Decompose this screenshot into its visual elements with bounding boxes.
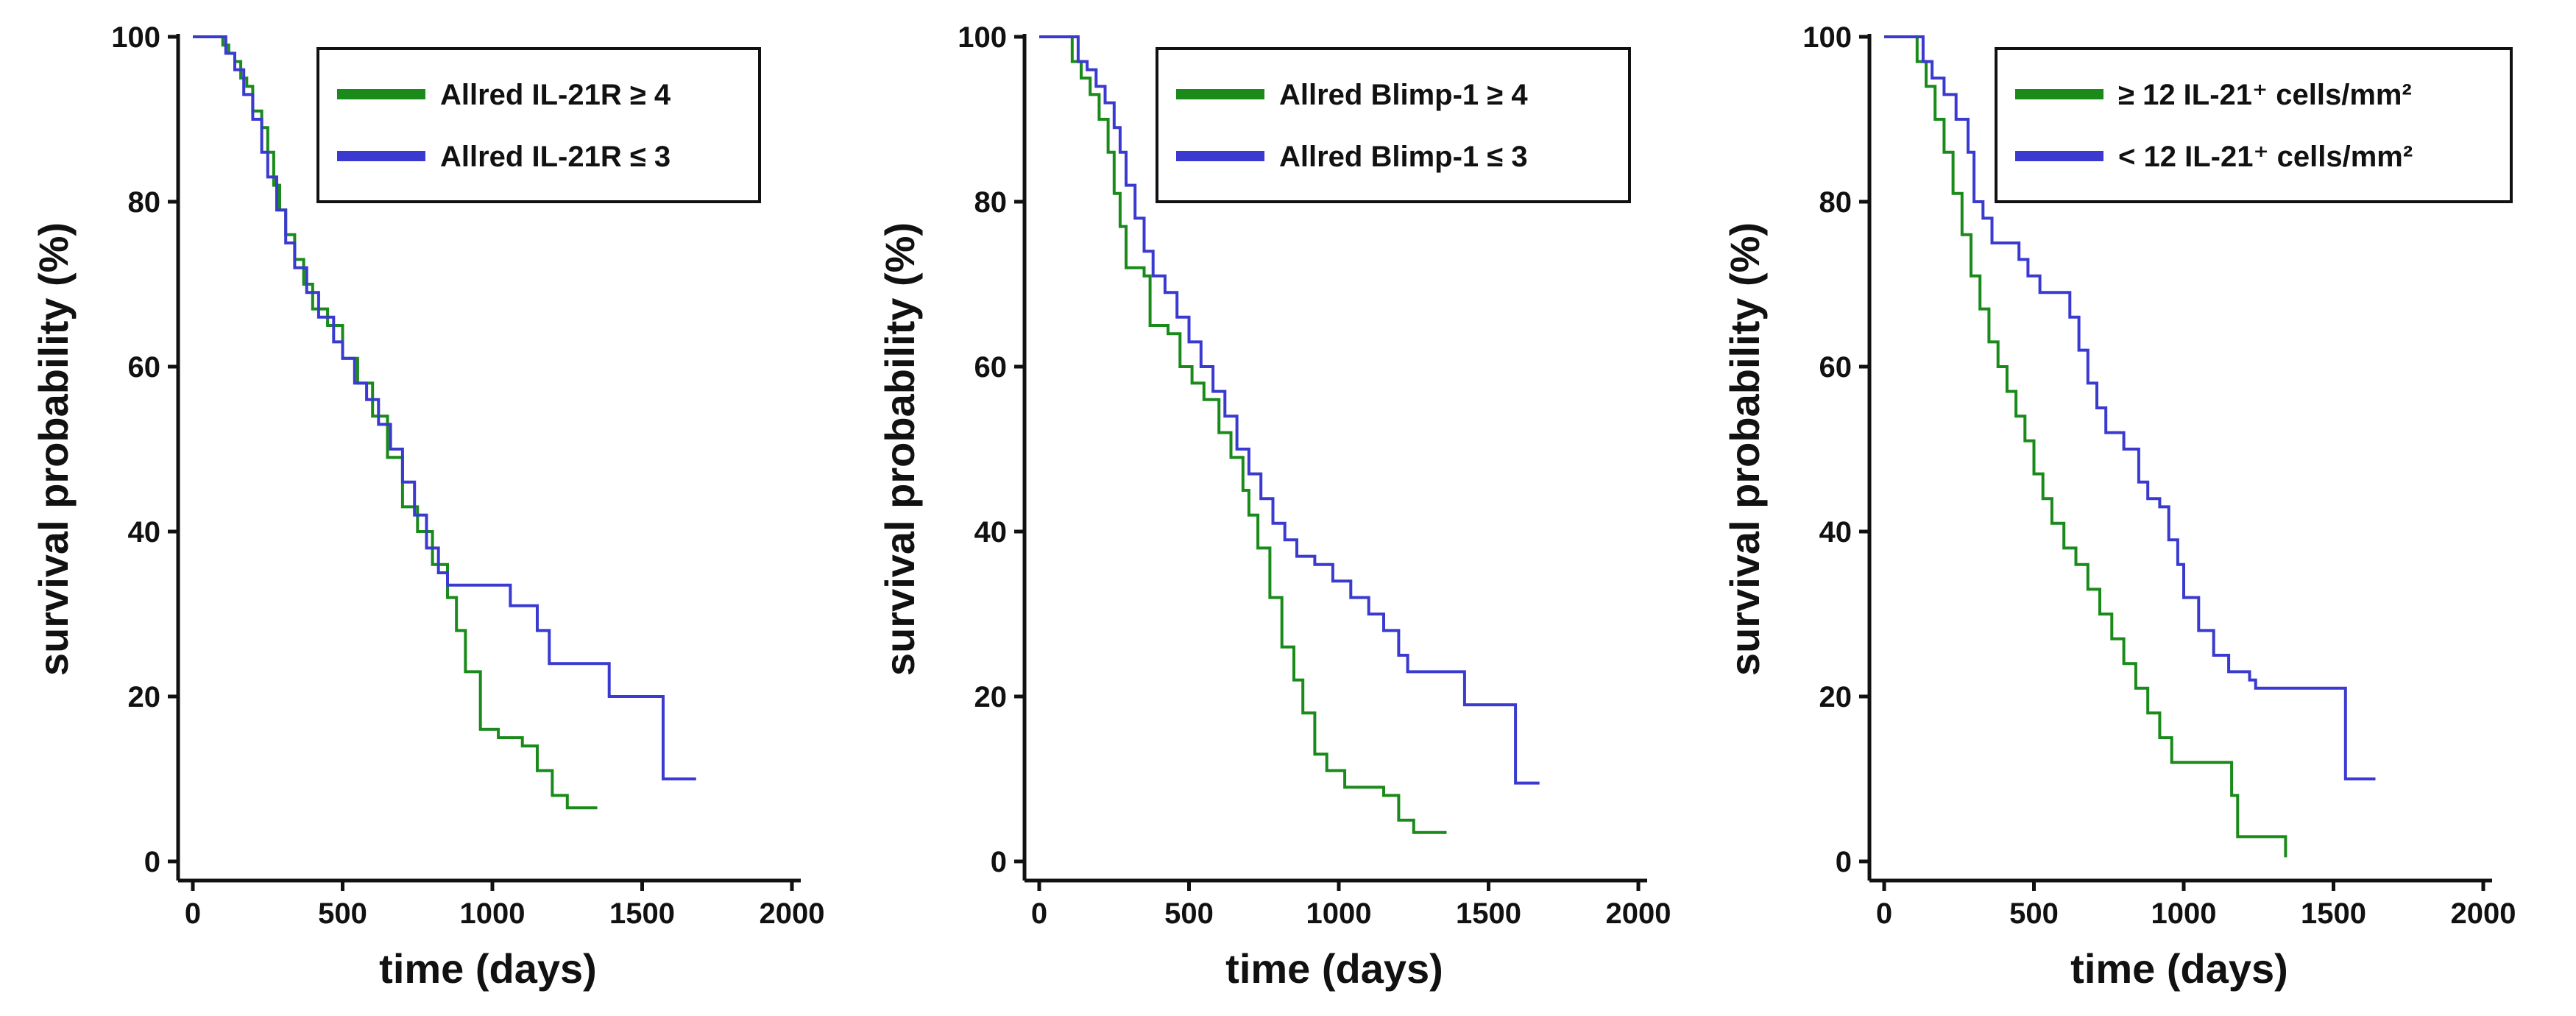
km-curve-series-1 — [193, 35, 598, 810]
x-tick-label: 500 — [2009, 897, 2059, 930]
km-curve-series-2 — [1039, 35, 1540, 785]
legend: Allred Blimp-1 ≥ 4 Allred Blimp-1 ≤ 3 — [1156, 47, 1631, 203]
y-tick-label: 100 — [958, 21, 1007, 54]
km-curve-series-2 — [193, 35, 696, 780]
y-tick-label: 20 — [974, 681, 1008, 713]
x-tick-label: 2000 — [2451, 897, 2516, 930]
x-tick-label: 500 — [1164, 897, 1214, 930]
legend-box — [1995, 47, 2513, 203]
legend: Allred IL-21R ≥ 4 Allred IL-21R ≤ 3 — [316, 47, 761, 203]
legend-box — [1156, 47, 1631, 203]
x-tick-label: 2000 — [760, 897, 825, 930]
y-tick-label: 100 — [1802, 21, 1852, 54]
y-tick-label: 60 — [1819, 351, 1853, 384]
x-tick-label: 2000 — [1606, 897, 1671, 930]
y-tick-label: 100 — [111, 21, 160, 54]
x-tick-label: 1500 — [2301, 897, 2366, 930]
y-tick-label: 80 — [1819, 186, 1853, 219]
km-curve-series-2 — [1884, 35, 2376, 780]
km-curve-series-1 — [1884, 35, 2287, 858]
x-tick-label: 500 — [318, 897, 367, 930]
legend-label-series-2: Allred Blimp-1 ≤ 3 — [1279, 141, 1528, 173]
x-tick-label: 0 — [185, 897, 201, 930]
y-axis-title: survival probability (%) — [877, 222, 923, 676]
x-tick-label: 1500 — [609, 897, 675, 930]
x-tick-label: 1500 — [1456, 897, 1521, 930]
y-tick-label: 0 — [144, 846, 160, 878]
y-tick-label: 0 — [1836, 846, 1852, 878]
x-tick-label: 1000 — [2151, 897, 2217, 930]
x-axis-title: time (days) — [2070, 945, 2288, 992]
y-tick-label: 40 — [974, 516, 1008, 548]
legend-box — [316, 47, 761, 203]
x-axis-title: time (days) — [1225, 945, 1443, 992]
legend-label-series-1: ≥ 12 IL-21⁺ cells/mm² — [2118, 79, 2412, 111]
x-tick-label: 0 — [1876, 897, 1892, 930]
y-tick-label: 60 — [974, 351, 1008, 384]
legend-label-series-1: Allred Blimp-1 ≥ 4 — [1279, 79, 1528, 111]
y-tick-label: 0 — [991, 846, 1007, 878]
y-tick-label: 40 — [1819, 516, 1853, 548]
y-tick-label: 60 — [128, 351, 161, 384]
y-axis-title: survival probability (%) — [1722, 222, 1768, 676]
legend: ≥ 12 IL-21⁺ cells/mm² < 12 IL-21⁺ cells/m… — [1995, 47, 2513, 203]
legend-label-series-2: Allred IL-21R ≤ 3 — [440, 141, 670, 173]
km-curve-series-1 — [1039, 35, 1447, 834]
legend-label-series-2: < 12 IL-21⁺ cells/mm² — [2118, 141, 2413, 173]
y-tick-label: 20 — [128, 681, 161, 713]
legend-label-series-1: Allred IL-21R ≥ 4 — [440, 79, 671, 111]
y-tick-label: 80 — [128, 186, 161, 219]
y-axis-title: survival probability (%) — [30, 222, 77, 676]
x-axis-title: time (days) — [379, 945, 597, 992]
y-tick-label: 20 — [1819, 681, 1853, 713]
x-tick-label: 1000 — [1306, 897, 1372, 930]
x-tick-label: 0 — [1031, 897, 1047, 930]
x-tick-label: 1000 — [460, 897, 526, 930]
y-tick-label: 80 — [974, 186, 1008, 219]
y-tick-label: 40 — [128, 516, 161, 548]
